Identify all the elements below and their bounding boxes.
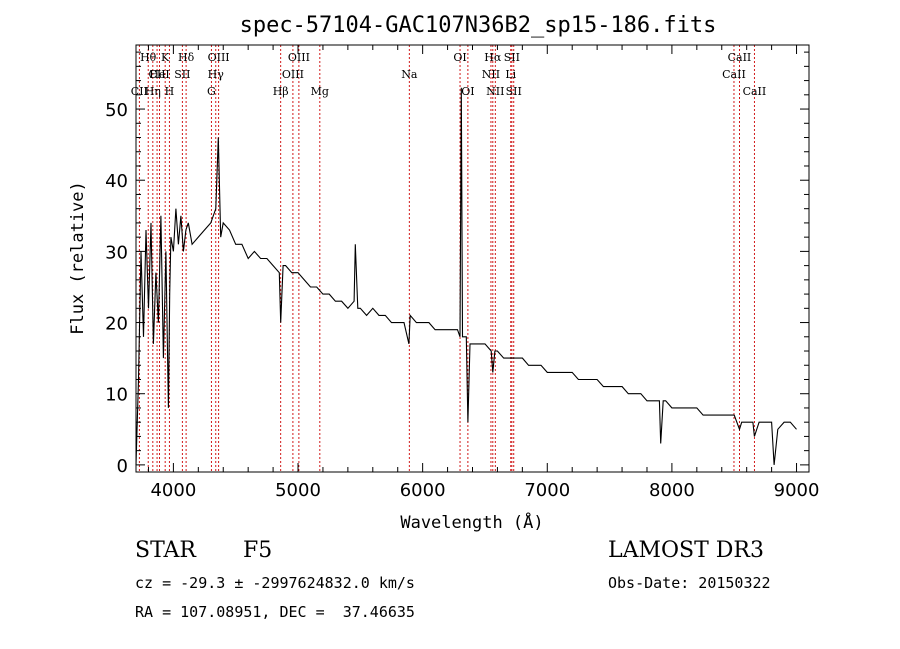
line-label-10: Hγ: [208, 68, 225, 81]
y-tick-label-2: 20: [105, 314, 128, 335]
y-axis-label: Flux (relative): [68, 181, 88, 335]
y-axis: 0 10 20 30 40 50: [105, 51, 809, 477]
line-markers: [138, 45, 755, 472]
line-label-0: CII: [131, 85, 148, 98]
x-axis-label: Wavelength (Å): [400, 511, 543, 533]
line-label-27: CaII: [743, 85, 767, 98]
line-label-5: K: [161, 51, 170, 64]
line-label-8: Hδ: [178, 51, 195, 64]
y-tick-label-4: 40: [105, 171, 128, 192]
line-label-14: OIII: [288, 51, 310, 64]
x-axis: 4000 5000 6000 7000 8000 9000: [147, 45, 820, 501]
line-label-22: Li: [505, 68, 516, 81]
object-subclass: F5: [243, 538, 273, 563]
line-label-9: G: [207, 85, 216, 98]
line-label-11: OIII: [208, 51, 230, 64]
redshift-value: cz = -29.3 ± -2997624832.0 km/s: [135, 574, 415, 592]
y-tick-label-0: 0: [117, 456, 128, 477]
x-tick-label-4: 8000: [649, 480, 695, 501]
line-label-4: HeI: [149, 68, 169, 81]
y-tick-label-5: 50: [105, 100, 128, 121]
spectrum-line: [135, 87, 797, 465]
line-label-17: OI: [453, 51, 466, 64]
line-label-1: Hθ: [140, 51, 157, 64]
line-label-25: CaII: [722, 68, 746, 81]
line-label-16: Na: [401, 68, 418, 81]
line-label-12: Hβ: [273, 85, 289, 98]
line-label-15: Mg: [311, 85, 329, 98]
line-label-20: Hα: [484, 51, 502, 64]
y-tick-label-3: 30: [105, 242, 128, 263]
line-label-19: NII: [482, 68, 500, 81]
line-label-7: SII: [174, 68, 190, 81]
x-tick-label-5: 9000: [774, 480, 820, 501]
x-tick-label-3: 7000: [524, 480, 570, 501]
object-class: STAR: [135, 538, 196, 563]
chart-title: spec-57104-GAC107N36B2_sp15-186.fits: [240, 13, 717, 38]
line-labels: CIIHθHηCIIHeIKHSIIHδGHγOIIIHβOIIIOIIIMgN…: [131, 51, 766, 98]
x-tick-label-0: 4000: [150, 480, 196, 501]
line-label-13: OIII: [282, 68, 304, 81]
x-tick-label-2: 6000: [400, 480, 446, 501]
x-tick-label-1: 5000: [275, 480, 321, 501]
spectrum-chart: spec-57104-GAC107N36B2_sp15-186.fits CII…: [68, 13, 820, 533]
line-label-21: NII: [486, 85, 504, 98]
line-label-6: H: [165, 85, 175, 98]
obs-date: Obs-Date: 20150322: [608, 574, 771, 592]
plot-frame: [135, 44, 810, 473]
line-label-23: SII: [504, 51, 520, 64]
survey-name: LAMOST DR3: [608, 538, 764, 563]
coordinates: RA = 107.08951, DEC = 37.46635: [135, 603, 415, 621]
line-label-24: SII: [506, 85, 522, 98]
line-label-3: CII: [149, 68, 166, 81]
line-label-2: Hη: [145, 85, 161, 98]
line-label-18: OI: [461, 85, 474, 98]
y-tick-label-1: 10: [105, 385, 128, 406]
line-label-26: CaII: [728, 51, 752, 64]
